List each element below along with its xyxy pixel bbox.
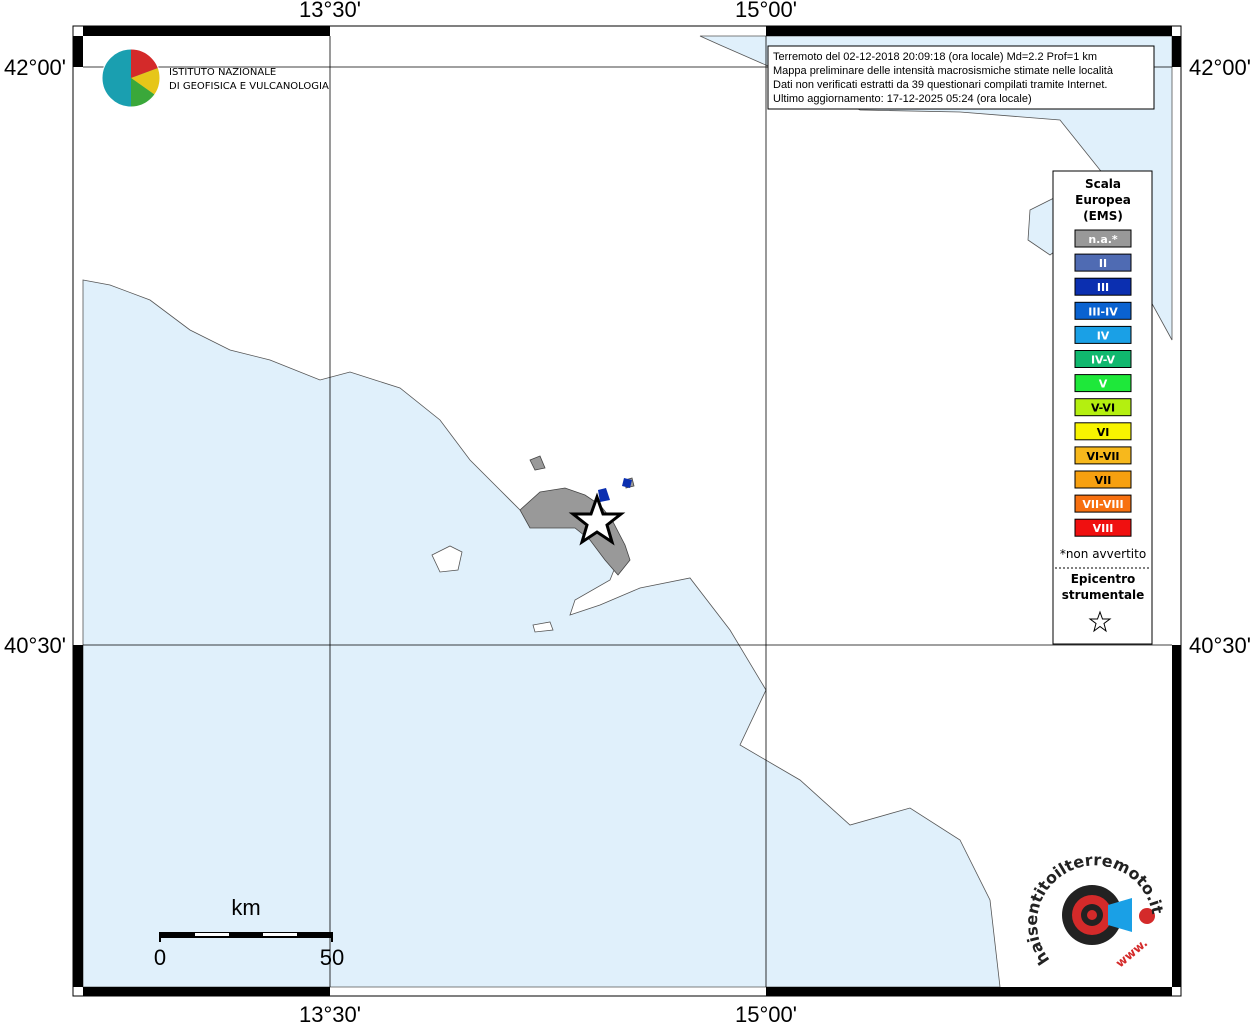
latitude-label: 40°30' (4, 633, 66, 658)
legend-label: V (1099, 378, 1108, 391)
legend-label: IV (1097, 329, 1110, 342)
intensity-iii-area (598, 478, 632, 502)
legend-title: (EMS) (1083, 209, 1123, 223)
legend-swatch (1074, 494, 1132, 513)
latitude-label: 40°30' (1189, 633, 1251, 658)
legend-label: II (1099, 257, 1107, 270)
legend-swatch (1074, 277, 1132, 296)
legend-swatch (1074, 518, 1132, 537)
legend-swatch (1074, 229, 1132, 248)
legend-label: IV-V (1091, 354, 1116, 367)
legend-label: n.a.* (1088, 233, 1118, 246)
scale-bar: km 0 50 (154, 895, 344, 970)
island-ischia (431, 545, 463, 573)
info-lines: Terremoto del 02-12-2018 20:09:18 (ora l… (773, 51, 1114, 105)
ingv-logo: ISTITUTO NAZIONALE DI GEOFISICA E VULCAN… (101, 48, 329, 108)
legend-title: Europea (1075, 193, 1131, 207)
legend-content: ScalaEuropea(EMS)n.a.*IIIIIIII-IVIVIV-VV… (1055, 177, 1150, 633)
longitude-label: 15°00' (735, 1002, 797, 1024)
legend-swatch (1074, 470, 1132, 489)
island-capri (532, 621, 554, 633)
longitude-label: 13°30' (299, 0, 361, 22)
logo-text: ISTITUTO NAZIONALE (169, 67, 276, 78)
legend-swatch (1074, 422, 1132, 441)
latitude-label: 42°00' (1189, 55, 1251, 80)
legend-swatch (1074, 374, 1132, 393)
legend-epicenter: Epicentro (1071, 572, 1136, 586)
legend-swatch (1074, 253, 1132, 272)
map-area (82, 35, 1173, 988)
legend-label: III (1097, 281, 1109, 294)
info-line: Dati non verificati estratti da 39 quest… (773, 79, 1107, 91)
info-line: Mappa preliminare delle intensità macros… (773, 65, 1114, 77)
legend-star (1088, 610, 1112, 633)
latitude-label: 42°00' (4, 55, 66, 80)
epicenter-star (568, 492, 626, 546)
legend-label: VII (1095, 474, 1112, 487)
logo-text: DI GEOFISICA E VULCANOLOGIA (169, 81, 329, 92)
legend-label: III-IV (1088, 305, 1118, 318)
sea-tyrrhenian (82, 279, 1001, 988)
legend-swatch (1074, 398, 1132, 417)
legend-swatch (1074, 301, 1132, 320)
scale-start: 0 (154, 945, 166, 970)
legend-swatch (1074, 350, 1132, 368)
legend-label: VII-VIII (1082, 498, 1123, 511)
scale-end: 50 (320, 945, 344, 970)
legend-epicenter: strumentale (1062, 588, 1145, 602)
legend-note: *non avvertito (1060, 547, 1146, 561)
frame-ticks (73, 26, 1181, 996)
legend-swatch (1074, 446, 1132, 465)
legend-title: Scala (1085, 177, 1121, 191)
scale-unit: km (231, 895, 260, 920)
info-box (767, 45, 1155, 110)
longitude-label: 15°00' (735, 0, 797, 22)
legend-label: VIII (1093, 522, 1114, 535)
legend-label: V-VI (1091, 402, 1115, 415)
info-line: Terremoto del 02-12-2018 20:09:18 (ora l… (773, 51, 1097, 63)
legend-label: VI (1097, 426, 1110, 439)
longitude-label: 13°30' (299, 1002, 361, 1024)
info-line: Ultimo aggiornamento: 17-12-2025 05:24 (… (773, 93, 1032, 105)
legend-label: VI-VII (1086, 450, 1119, 463)
legend-swatch (1074, 325, 1132, 344)
